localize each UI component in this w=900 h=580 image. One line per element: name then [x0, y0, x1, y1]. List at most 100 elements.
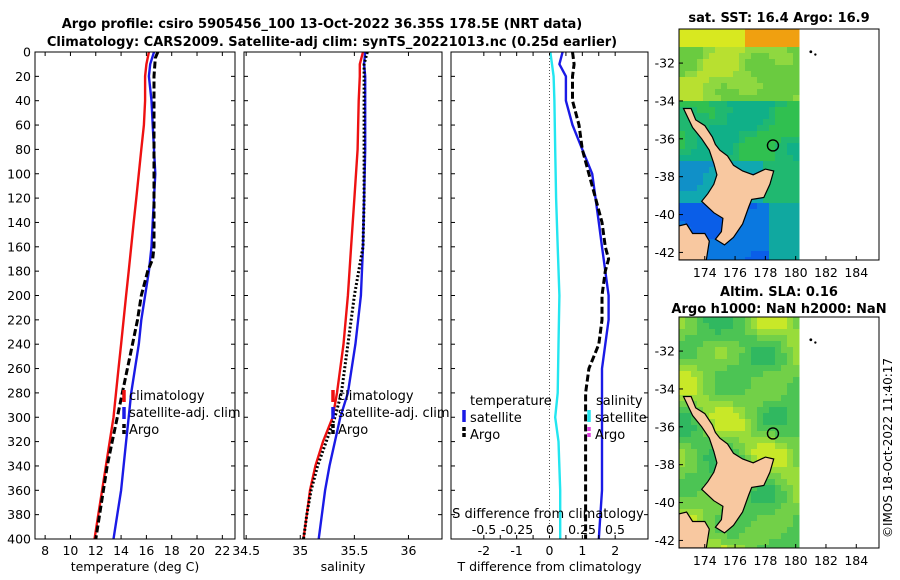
temperature-legend-label: Argo	[129, 423, 159, 438]
sla-map-field-cell	[691, 335, 698, 342]
difference-line-t-argo	[571, 52, 611, 539]
sla-map-field-cell	[727, 533, 734, 540]
sla-map-field-cell	[733, 389, 740, 396]
sla-map-field-cell	[787, 545, 794, 548]
sla-map-field-cell	[745, 371, 752, 378]
sst-map-field-cell	[739, 95, 746, 102]
sla-map-field-cell	[697, 497, 704, 504]
sst-map-field-cell	[679, 209, 686, 216]
sla-map-field-cell	[709, 527, 716, 534]
sst-map-field-cell	[793, 29, 800, 36]
difference-profile-plot: -2 -1 0 1 2T difference from climatology S di…	[450, 51, 649, 574]
sla-map-field-cell	[775, 467, 782, 474]
sla-map-field-cell	[727, 545, 734, 548]
sla-map-field-cell	[733, 347, 740, 354]
sst-map-field-cell	[781, 77, 788, 84]
sst-map-field-cell	[763, 251, 770, 258]
sst-map-field-cell	[715, 125, 722, 132]
sla-map-field-cell	[739, 545, 746, 548]
sst-map-field-cell	[691, 209, 698, 216]
salinity-series-group	[302, 52, 369, 539]
sla-map-field-cell	[703, 323, 710, 330]
sla-map-field-cell	[739, 383, 746, 390]
sst-map-field-cell	[691, 131, 698, 138]
sst-map-field-cell	[751, 209, 758, 216]
sst-map-field-cell	[733, 113, 740, 120]
temperature-line-satellite-adj-clim	[112, 52, 157, 539]
sst-map-field-cell	[679, 149, 686, 156]
sla-map-field-cell	[781, 413, 788, 420]
sst-map-field-cell	[733, 35, 740, 42]
sla-map-field-cell	[793, 527, 800, 534]
sst-map-field-cell	[775, 191, 782, 198]
sla-map-field-cell	[679, 353, 686, 360]
sla-map-field-cell	[751, 317, 758, 324]
sst-map-field-cell	[727, 125, 734, 132]
sst-map-field-cell	[745, 227, 752, 234]
sla-map-field-cell	[697, 449, 704, 456]
sst-map-field-cell	[685, 215, 692, 222]
sst-map-field-cell	[793, 71, 800, 78]
sst-map-field-cell	[733, 59, 740, 66]
sst-map-field-cell	[775, 185, 782, 192]
sla-map-field-cell	[697, 485, 704, 492]
sst-map-field-cell	[775, 215, 782, 222]
sla-map-field-cell	[775, 521, 782, 528]
sla-map-field-cell	[691, 437, 698, 444]
temperature-xtick-label: 22	[214, 543, 230, 558]
sst-map-field-cell	[787, 101, 794, 108]
sla-map-field-cell	[715, 347, 722, 354]
sst-map-field-cell	[709, 41, 716, 48]
sla-map-field-cell	[769, 323, 776, 330]
sst-map-field-cell	[751, 35, 758, 42]
sst-map-field-cell	[751, 245, 758, 252]
sla-map-field-cell	[685, 353, 692, 360]
salinity-difference-axis-label: S difference from climatology	[452, 507, 644, 522]
sla-map-field-cell	[727, 413, 734, 420]
sst-map-field-cell	[709, 113, 716, 120]
sla-map-field-cell	[793, 491, 800, 498]
sla-map-field-cell	[697, 431, 704, 438]
sla-map-field-cell	[751, 395, 758, 402]
sla-map-field-cell	[739, 323, 746, 330]
sst-map-field-cell	[757, 251, 764, 258]
sla-map-field-cell	[715, 371, 722, 378]
sla-map-field-cell	[769, 527, 776, 534]
sla-map-field-cell	[793, 425, 800, 432]
sla-map-field-cell	[775, 545, 782, 548]
sst-map-field-cell	[775, 203, 782, 210]
sla-map-field-cell	[721, 383, 728, 390]
difference-line-t-satellite	[558, 52, 610, 539]
sst-map-field-cell	[685, 41, 692, 48]
sla-map-field-cell	[781, 425, 788, 432]
sst-map-field-cell	[751, 137, 758, 144]
sla-map-field-cell	[697, 437, 704, 444]
salinity-difference-tick-label: 0	[546, 522, 554, 537]
sla-map-field-cell	[769, 533, 776, 540]
sst-map-field-cell	[787, 227, 794, 234]
sst-map-field-cell	[757, 215, 764, 222]
sla-map-field-cell	[745, 425, 752, 432]
sst-map-field-cell	[757, 41, 764, 48]
sla-map-field-cell	[787, 515, 794, 522]
sla-map-field-cell	[781, 401, 788, 408]
temperature-background	[35, 52, 235, 539]
sla-map-field-cell	[721, 365, 728, 372]
sla-map-field-cell	[763, 425, 770, 432]
sst-map-field-cell	[691, 89, 698, 96]
sst-map-field-cell	[757, 119, 764, 126]
sla-map-field-cell	[739, 317, 746, 324]
sla-map-field-cell	[679, 377, 686, 384]
sst-map-field-cell	[697, 167, 704, 174]
sla-map-field-cell	[781, 455, 788, 462]
sst-map-field-cell	[697, 161, 704, 168]
sla-map-field-cell	[751, 425, 758, 432]
sla-map-field-cell	[751, 527, 758, 534]
sla-map-field-cell	[685, 407, 692, 414]
sla-map-xtick-label: 180	[784, 553, 808, 568]
sla-map-field-cell	[745, 395, 752, 402]
sla-map-field-cell	[697, 443, 704, 450]
sst-map-field-cell	[745, 119, 752, 126]
sla-map-xtick-label: 184	[844, 553, 868, 568]
sla-map-field-cell	[787, 371, 794, 378]
